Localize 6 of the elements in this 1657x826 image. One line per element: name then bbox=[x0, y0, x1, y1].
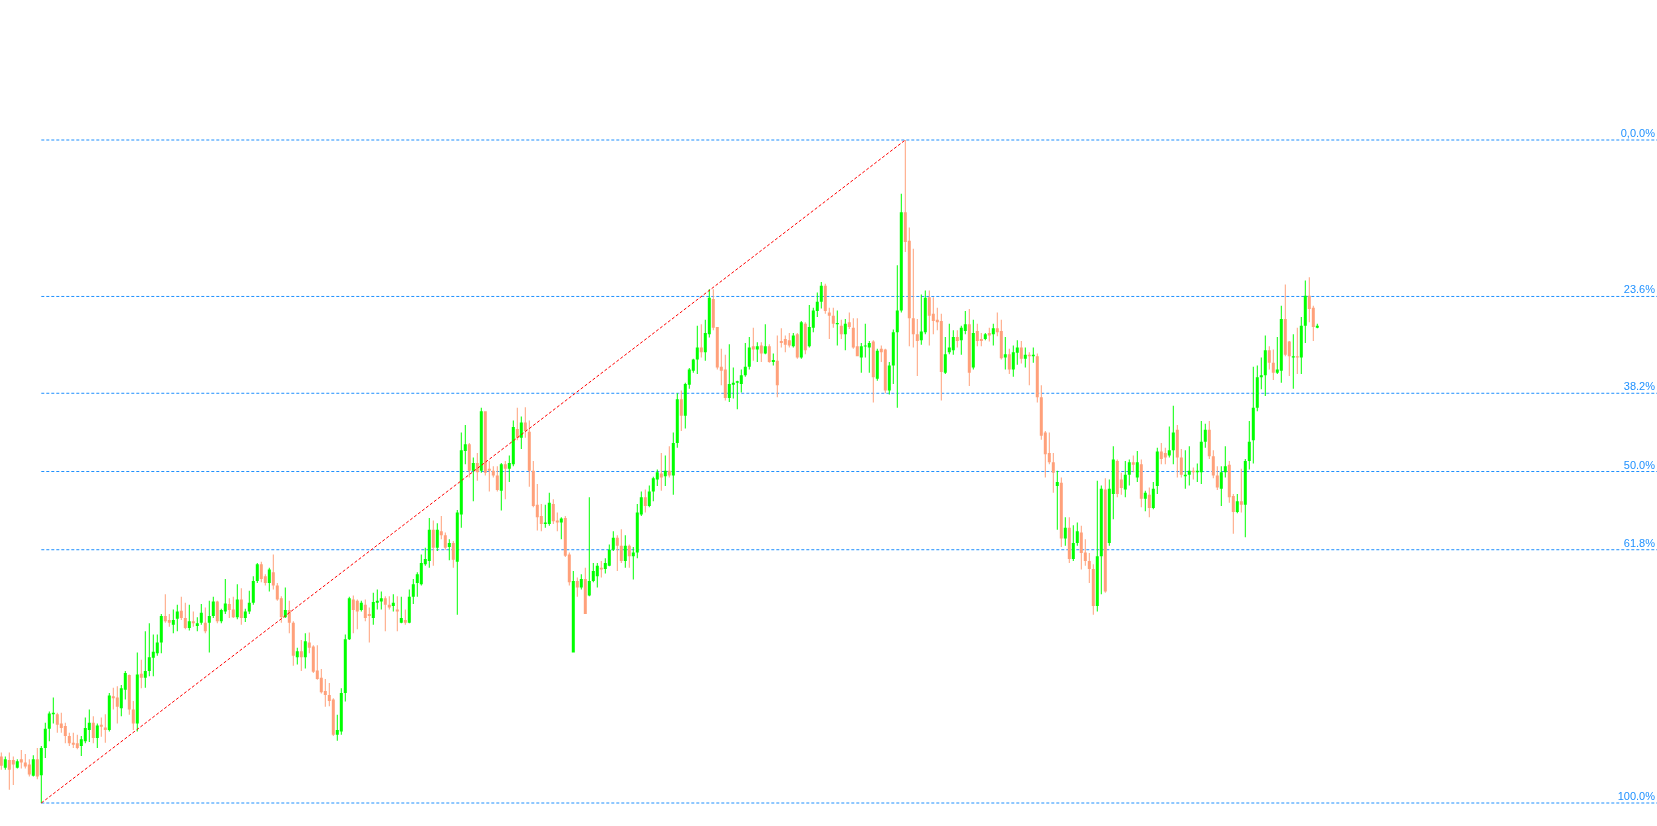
annotation: 23.6% bbox=[1623, 283, 1656, 296]
annotation: 61.8% bbox=[1623, 536, 1656, 549]
annotation: 50.0% bbox=[1623, 458, 1656, 471]
annotation: 0,0.0% bbox=[1620, 127, 1656, 139]
annotation: 38.2% bbox=[1623, 380, 1656, 393]
annotation: 100.0% bbox=[1617, 790, 1656, 802]
